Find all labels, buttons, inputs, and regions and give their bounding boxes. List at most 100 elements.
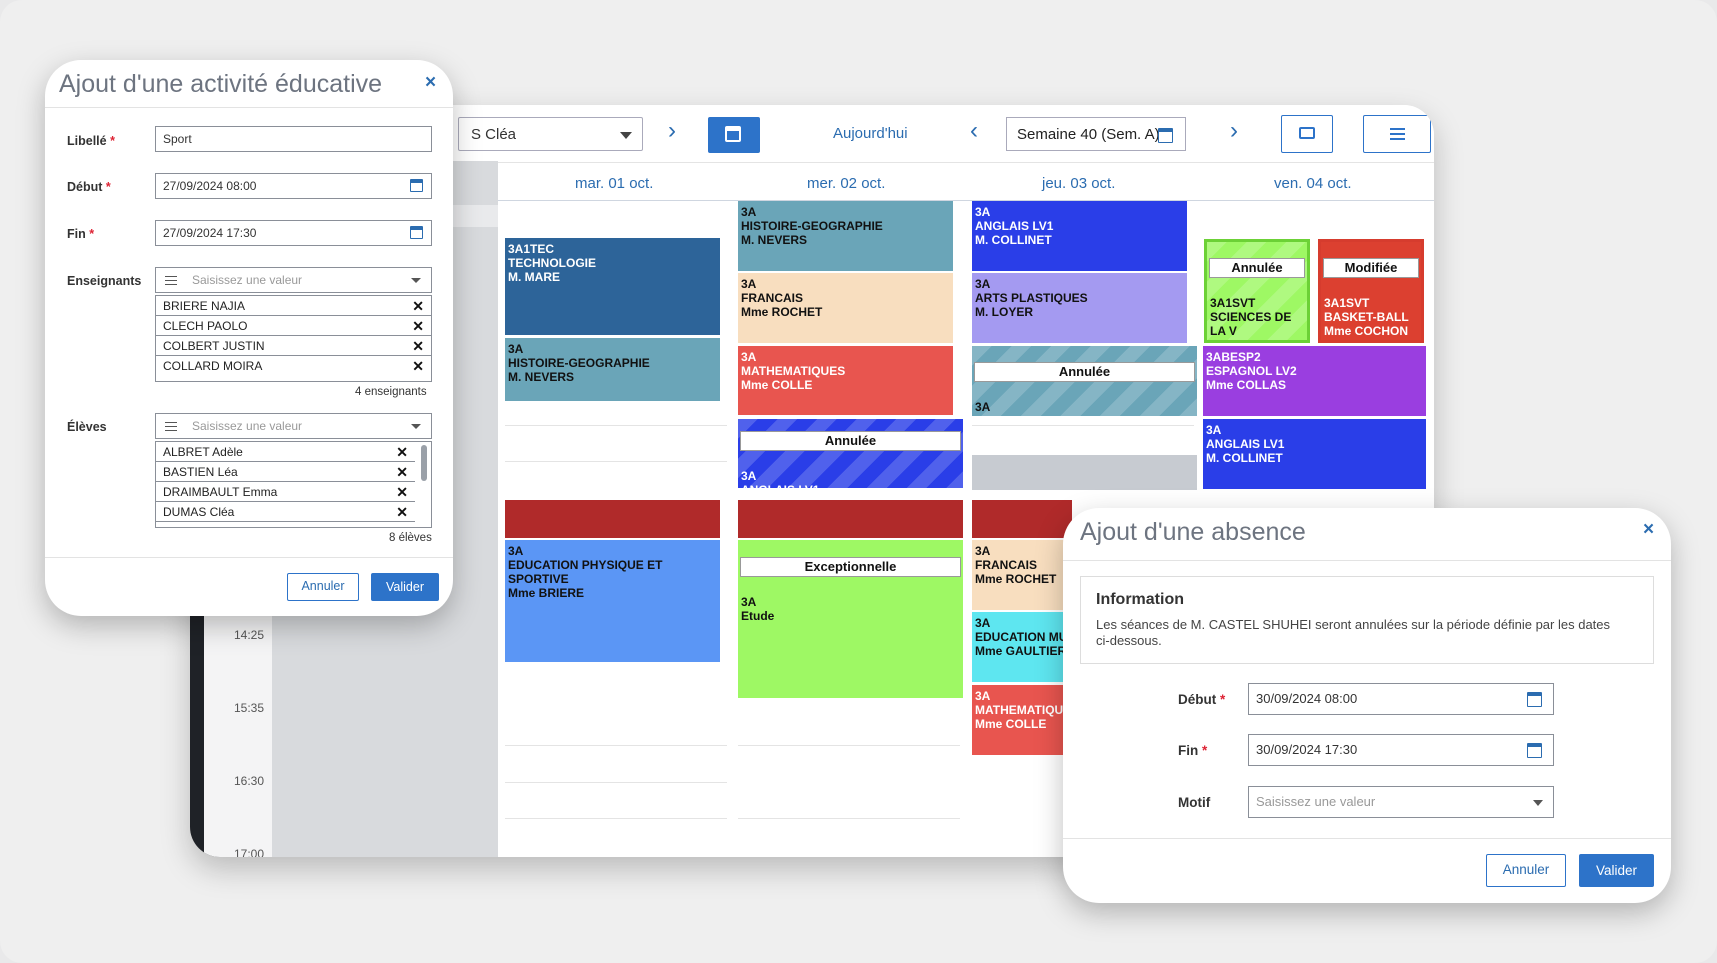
time-label: 17:00	[234, 847, 265, 857]
event-card[interactable]: 3A MATHEMATIQUES Mme COLLE	[738, 346, 953, 415]
remove-icon[interactable]: ✕	[396, 444, 408, 460]
event-card[interactable]: 3A FRANCAIS Mme ROCHET	[972, 540, 1072, 610]
list-item: BRIERE NAJIA ✕	[156, 296, 431, 316]
event-card[interactable]: 3A HISTOIRE-GEOGRAPHIE M. NEVERS	[505, 338, 720, 401]
event-card[interactable]: 3A HISTOIRE-GEOGRAPHIE M. NEVERS	[738, 201, 953, 271]
student-select[interactable]: S Cléa	[458, 117, 643, 151]
event-card[interactable]: 3ABESP2 ESPAGNOL LV2 Mme COLLAS	[1203, 346, 1426, 416]
debut-value: 27/09/2024 08:00	[163, 179, 257, 193]
enseignants-select[interactable]: Saisissez une valeur	[155, 267, 432, 293]
debut-input[interactable]: 30/09/2024 08:00	[1248, 683, 1554, 715]
list-item: DUMAS Cléa ✕	[156, 502, 415, 522]
status-badge: Exceptionnelle	[740, 557, 961, 577]
enseignants-label: Enseignants	[67, 274, 142, 288]
list-item: COLBERT JUSTIN ✕	[156, 336, 431, 356]
event-card[interactable]: 3A1TEC TECHNOLOGIE M. MARE	[505, 238, 720, 335]
fin-input[interactable]: 27/09/2024 17:30	[155, 220, 432, 246]
status-badge: Modifiée	[1323, 258, 1419, 278]
calendar-icon[interactable]	[1527, 692, 1542, 707]
close-icon[interactable]: ×	[425, 72, 437, 93]
debut-input[interactable]: 27/09/2024 08:00	[155, 173, 432, 199]
chevron-right-icon[interactable]: ›	[668, 117, 676, 144]
today-link[interactable]: Aujourd'hui	[833, 125, 908, 142]
time-label: 16:30	[234, 774, 265, 788]
cancel-button[interactable]: Annuler	[1486, 854, 1566, 887]
chevron-down-icon	[1533, 800, 1543, 806]
remove-icon[interactable]: ✕	[412, 318, 424, 334]
event-card-exceptional[interactable]: Exceptionnelle 3A Etude	[738, 540, 963, 698]
motif-label: Motif	[1178, 795, 1211, 810]
activity-dialog: Ajout d'une activité éducative × Libellé…	[45, 60, 453, 616]
print-button[interactable]	[1281, 115, 1333, 153]
week-select[interactable]: Semaine 40 (Sem. A)	[1006, 117, 1186, 151]
libelle-label: Libellé *	[67, 134, 115, 148]
submit-button[interactable]: Valider	[1579, 854, 1654, 887]
chevron-down-icon	[411, 278, 421, 283]
menu-icon	[1390, 128, 1405, 140]
print-icon	[1299, 127, 1315, 139]
remove-icon[interactable]: ✕	[412, 358, 424, 374]
submit-button[interactable]: Valider	[371, 573, 439, 601]
calendar-button[interactable]	[708, 117, 760, 153]
info-panel: Information Les séances de M. CASTEL SHU…	[1080, 576, 1654, 664]
list-item: ALBRET Adèle ✕	[156, 442, 415, 462]
status-badge: Annulée	[740, 431, 961, 451]
event-card[interactable]: 3A MATHEMATIQU Mme COLLE	[972, 685, 1072, 755]
motif-select[interactable]: Saisissez une valeur	[1248, 786, 1554, 818]
event-card[interactable]: 3A EDUCATION PHYSIQUE ET SPORTIVE Mme BR…	[505, 540, 720, 662]
event-card-modified[interactable]: Modifiée 3A1SVT BASKET-BALL Mme COCHON	[1318, 239, 1424, 343]
chevron-down-icon	[620, 132, 632, 139]
calendar-icon[interactable]	[1527, 743, 1542, 758]
event-text: 3A ANGLAIS LV1 M. COLLINET	[741, 469, 819, 488]
list-icon	[165, 276, 177, 285]
eleves-select[interactable]: Saisissez une valeur	[155, 413, 432, 439]
debut-value: 30/09/2024 08:00	[1256, 691, 1358, 706]
event-text: 3A Etude	[741, 595, 775, 623]
list-item: COLLARD MOIRA ✕	[163, 358, 424, 374]
remove-icon[interactable]: ✕	[412, 298, 424, 314]
chevron-right-icon[interactable]: ›	[1230, 117, 1238, 144]
event-card[interactable]: 3A EDUCATION MU Mme GAULTIER	[972, 612, 1072, 682]
calendar-icon	[725, 126, 741, 142]
list-icon	[165, 422, 177, 431]
dialog-title: Ajout d'une activité éducative	[59, 70, 383, 98]
remove-icon[interactable]: ✕	[396, 504, 408, 520]
day-header: ven. 04 oct.	[1274, 175, 1352, 192]
teachers-list: BRIERE NAJIA ✕ CLECH PAOLO ✕ COLBERT JUSTI…	[155, 295, 432, 382]
motif-placeholder: Saisissez une valeur	[1256, 794, 1376, 809]
chevron-left-icon[interactable]: ‹	[970, 117, 978, 144]
event-card-cancelled[interactable]: Annulée 3A1SVT SCIENCES DE LA V Mme COCH…	[1204, 239, 1310, 343]
day-header: mar. 01 oct.	[575, 175, 654, 192]
calendar-icon	[1158, 128, 1173, 143]
event-card[interactable]: 3A ARTS PLASTIQUES M. LOYER	[972, 273, 1187, 343]
event-text: 3A1SVT BASKET-BALL Mme COCHON	[1324, 296, 1409, 338]
event-card[interactable]: 3A ANGLAIS LV1 M. COLLINET	[972, 201, 1187, 271]
day-header: mer. 02 oct.	[807, 175, 886, 192]
remove-icon[interactable]: ✕	[396, 484, 408, 500]
close-icon[interactable]: ×	[1643, 519, 1655, 540]
fin-value: 30/09/2024 17:30	[1256, 742, 1358, 757]
event-text: 3A HISTOIRE-GEOGRAPHIE M. NEVERS	[975, 400, 1117, 416]
event-card-cancelled[interactable]: Annulée 3A HISTOIRE-GEOGRAPHIE M. NEVERS	[972, 346, 1197, 416]
day-header: jeu. 03 oct.	[1042, 175, 1116, 192]
event-card[interactable]	[972, 500, 1072, 538]
event-card[interactable]: 3A ANGLAIS LV1 M. COLLINET	[1203, 419, 1426, 489]
event-card[interactable]	[505, 500, 720, 538]
remove-icon[interactable]: ✕	[412, 338, 424, 354]
time-label: 14:25	[234, 628, 265, 642]
event-card[interactable]	[738, 500, 963, 538]
scrollbar[interactable]	[421, 445, 427, 481]
calendar-icon[interactable]	[410, 226, 423, 239]
info-text: Les séances de M. CASTEL SHUHEI seront a…	[1096, 617, 1611, 648]
status-badge: Annulée	[974, 362, 1195, 382]
students-count: 8 élèves	[389, 532, 432, 544]
cancel-button[interactable]: Annuler	[287, 573, 359, 601]
libelle-input[interactable]: Sport	[155, 126, 432, 152]
fin-input[interactable]: 30/09/2024 17:30	[1248, 734, 1554, 766]
event-card-cancelled[interactable]: Annulée 3A ANGLAIS LV1 M. COLLINET	[738, 419, 963, 488]
event-card[interactable]: 3A FRANCAIS Mme ROCHET	[738, 273, 953, 343]
info-title: Information	[1096, 591, 1184, 608]
menu-button[interactable]	[1363, 115, 1431, 153]
remove-icon[interactable]: ✕	[396, 464, 408, 480]
calendar-icon[interactable]	[410, 179, 423, 192]
